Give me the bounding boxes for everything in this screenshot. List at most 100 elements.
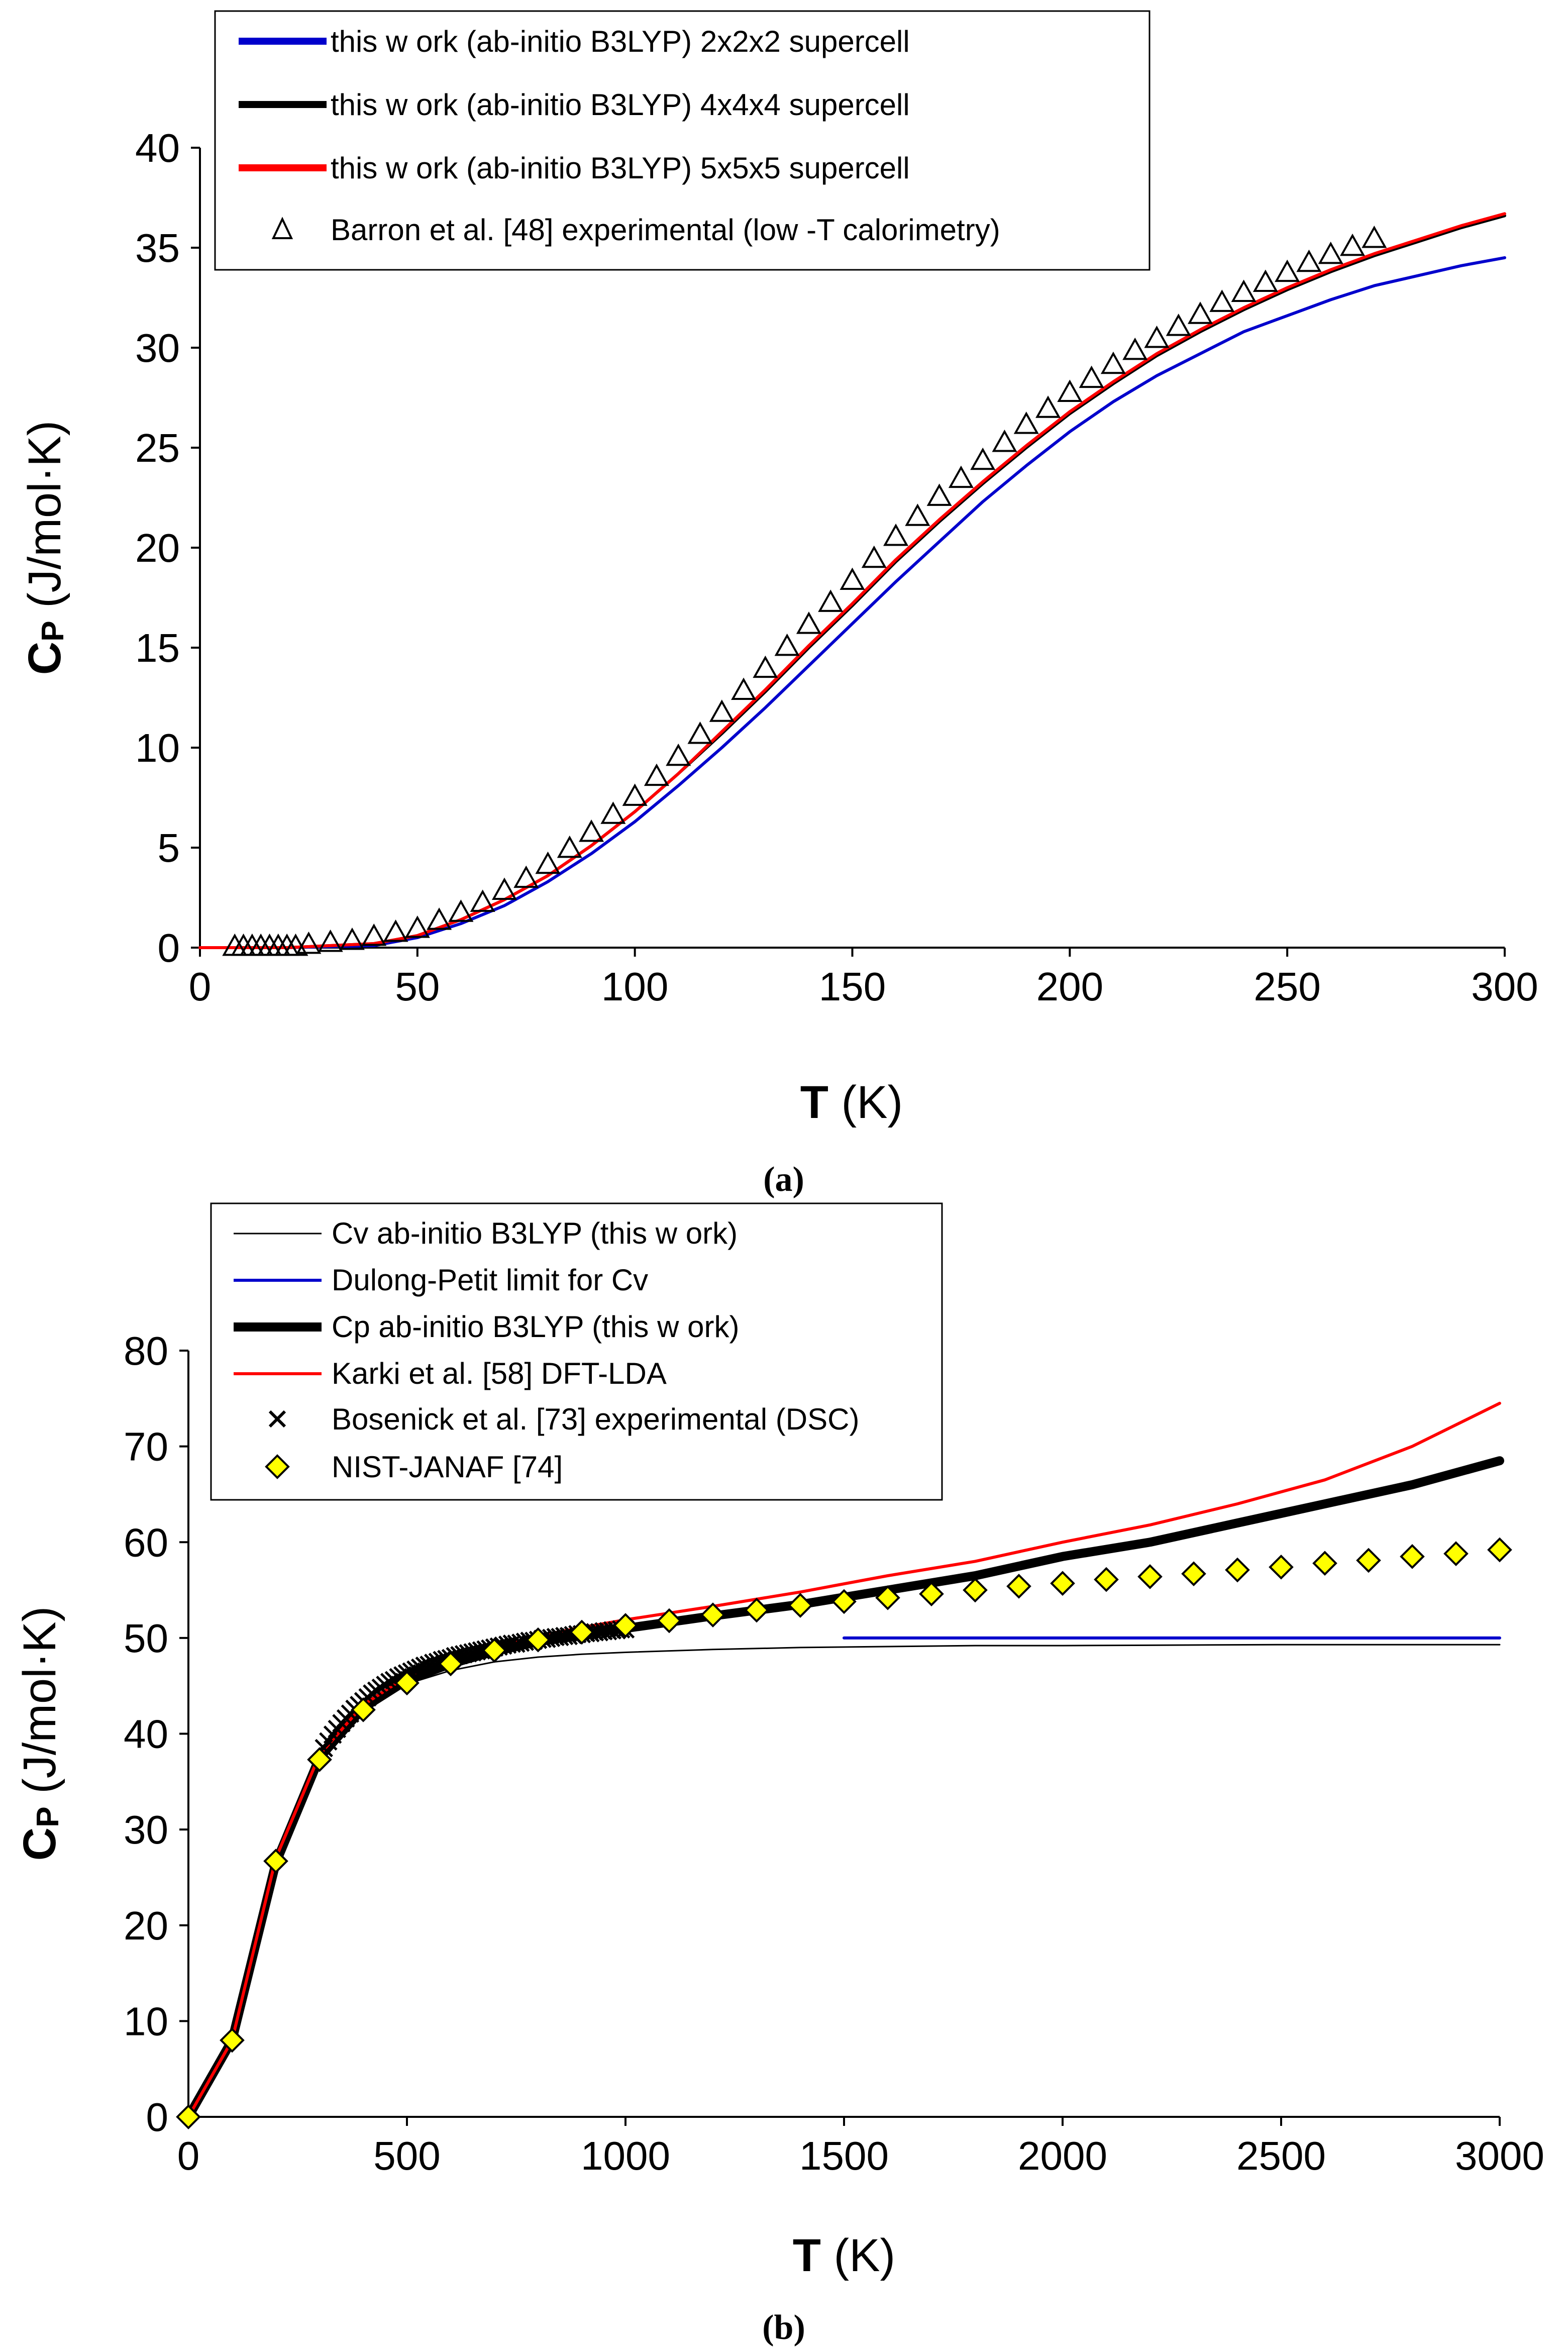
data-point-triangle [731,677,757,700]
y-tick-label: 25 [135,426,180,470]
data-point-diamond [1487,1537,1512,1563]
y-tick-label: 40 [135,126,180,170]
data-point-diamond [700,1602,725,1627]
legend-label-cp: Cp ab-initio B3LYP (this w ork) [332,1310,739,1344]
data-point-cross [380,1673,399,1691]
data-point-diamond [263,1849,288,1874]
data-point-triangle [1318,241,1343,264]
data-point-diamond [919,1581,944,1607]
x-tick-label: 150 [819,964,886,1009]
data-point-triangle [339,927,365,950]
data-point-triangle [1339,233,1366,256]
data-point-triangle [383,919,408,942]
data-point-triangle [666,743,691,766]
data-point-triangle [448,899,474,922]
data-point-diamond [482,1638,507,1663]
panel-label-b: (b) [762,2308,805,2347]
y-tick-label: 20 [135,526,180,570]
data-point-triangle [1188,301,1213,324]
y-tick-label: 60 [124,1520,168,1565]
data-point-triangle [1100,351,1126,374]
data-point-diamond [176,2104,201,2129]
data-point-triangle [687,722,713,744]
data-point-triangle [861,545,887,568]
legend-diamond-marker [265,1454,290,1479]
data-point-triangle [948,465,974,488]
legend-label-4x4x4: this w ork (ab-initio B3LYP) 4x4x4 super… [331,88,910,122]
axis-ticks: 0 5 10 15 20 25 30 35 40 0 50 100 150 200 250 300 [135,126,1538,1009]
legend-label-bosenick: Bosenick et al. [73] experimental (DSC) [332,1402,859,1436]
data-point-diamond [526,1627,551,1653]
y-tick-label: 50 [124,1616,168,1661]
data-point-triangle [1296,249,1322,272]
legend: Cv ab-initio B3LYP (this w ork) Dulong-P… [210,1202,943,1501]
series-line-cp-ab-initio-b3lyp-this-w-ork [184,1456,1504,2121]
data-point-triangle [1057,379,1083,402]
data-point-diamond [394,1670,420,1696]
series-line-this-w-ork-ab-initio-b3lyp-4x4x4-supercell [198,214,1506,949]
legend-box [210,1202,943,1501]
y-tick-label: 30 [135,326,180,370]
x-tick-label: 500 [373,2133,440,2178]
x-tick-label: 2000 [1018,2133,1107,2178]
data-point-triangle [992,429,1017,452]
y-tick-label: 20 [124,1903,168,1948]
data-point-diamond [1269,1554,1294,1580]
data-point-triangle [535,851,561,874]
x-tick-label: 3000 [1455,2133,1544,2178]
data-point-diamond [1443,1541,1469,1566]
data-point-triangle [1144,326,1170,348]
data-point-triangle [1166,314,1191,336]
data-point-diamond [613,1613,638,1638]
legend-triangle-marker [271,217,293,239]
data-point-diamond [220,2027,245,2053]
data-point-diamond [351,1697,376,1722]
y-tick-label: 0 [146,2095,169,2139]
x-axis-label: T (K) [800,1077,903,1128]
y-tick-label: 70 [124,1424,168,1469]
y-tick-label: 5 [158,826,180,870]
x-axis-label: T (K) [793,2230,895,2281]
data-point-diamond [307,1747,332,1772]
data-point-triangle [296,931,322,954]
data-point-diamond [1050,1571,1075,1596]
data-point-diamond [1137,1564,1163,1589]
legend-label-dulong: Dulong-Petit limit for Cv [332,1263,648,1297]
x-tick-label: 50 [395,964,440,1009]
data-point-triangle [404,915,430,938]
data-point-diamond [875,1585,900,1610]
data-point-triangle [1013,412,1039,434]
x-tick-label: 0 [189,964,212,1009]
data-point-diamond [657,1608,682,1633]
data-point-triangle [840,567,865,590]
y-tick-label: 10 [124,1999,168,2044]
series-line-this-w-ork-ab-initio-b3lyp-5x5x5-supercell [198,212,1506,949]
data-point-triangle [1035,395,1061,418]
data-point-diamond [1356,1548,1381,1573]
data-point-diamond [1006,1574,1031,1599]
data-point-triangle [622,783,648,806]
x-tick-label: 2500 [1236,2133,1326,2178]
legend-label-cv: Cv ab-initio B3LYP (this w ork) [332,1216,738,1250]
x-tick-label: 100 [601,964,668,1009]
y-axis-label: CP (J/mol·K) [14,1606,65,1861]
data-point-triangle [600,801,626,824]
data-point-triangle [470,889,495,912]
data-point-diamond [831,1589,857,1614]
data-point-diamond [1225,1557,1250,1583]
data-point-diamond [963,1577,988,1603]
legend-label-2x2x2: this w ork (ab-initio B3LYP) 2x2x2 super… [331,25,910,58]
data-point-triangle [513,865,539,888]
y-axis-label: CP (J/mol·K) [19,421,70,675]
y-tick-label: 30 [124,1807,168,1852]
series-line-cv-ab-initio-b3lyp-this-w-ork [187,1644,1501,2118]
data-point-diamond [744,1597,769,1623]
panel-label-a: (a) [763,1160,804,1199]
x-tick-label: 300 [1471,964,1538,1009]
x-tick-label: 200 [1036,964,1103,1009]
legend: this w ork (ab-initio B3LYP) 2x2x2 super… [214,10,1151,271]
data-point-triangle [905,503,930,526]
x-tick-label: 1500 [799,2133,889,2178]
data-point-diamond [1400,1544,1425,1569]
